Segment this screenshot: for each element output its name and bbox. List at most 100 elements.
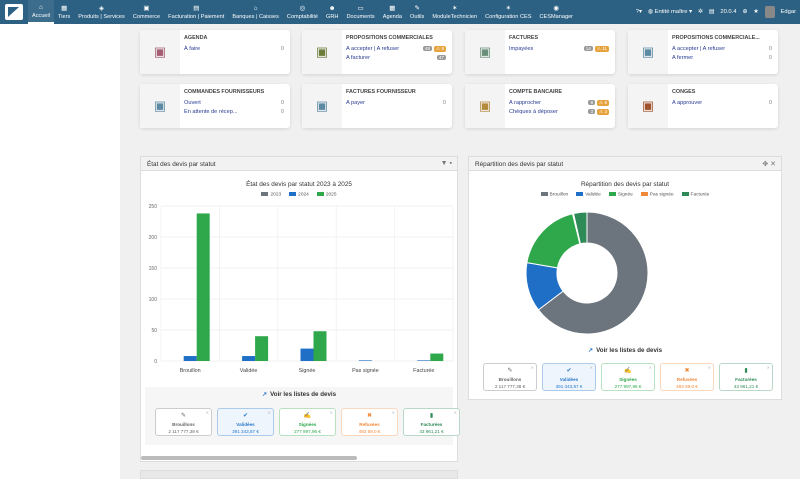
- menu-item-tiers[interactable]: ▦ Tiers: [54, 0, 74, 24]
- card-close-icon[interactable]: ✕: [205, 410, 209, 415]
- legend-label: Signée: [617, 192, 633, 198]
- menu-item-outils[interactable]: ✎ Outils: [406, 0, 428, 24]
- box-title: FACTURES FOURNISSEUR: [346, 89, 416, 95]
- status-card-brouillons[interactable]: ✕ ✎ Brouillons 2 117 777,38 €: [155, 408, 212, 436]
- bar-2024-validée[interactable]: [242, 356, 256, 361]
- bar-2024-signée[interactable]: [300, 348, 314, 361]
- voir-listes-link[interactable]: ↗ Voir les listes de devis: [145, 391, 453, 398]
- box-link[interactable]: A rapprocher 8 ⚠ 8: [509, 98, 609, 107]
- help-icon[interactable]: ?▾: [635, 9, 642, 15]
- chart-legend: 2023 2024 2025: [141, 192, 457, 197]
- menu-item-comptabilit-[interactable]: ◎ Comptabilité: [283, 0, 322, 24]
- home-logo[interactable]: [0, 0, 28, 24]
- search-dollar-icon: ◎: [299, 4, 306, 12]
- x-tick-label: Facturée: [413, 368, 434, 374]
- legend-item[interactable]: 2023: [261, 192, 281, 197]
- bar-2025-facturée[interactable]: [430, 353, 444, 361]
- legend-label: Pas signée: [649, 192, 674, 198]
- box-link[interactable]: A fermer 0: [672, 53, 772, 62]
- menu-item-agenda[interactable]: ▦ Agenda: [379, 0, 406, 24]
- slice-facturée[interactable]: [572, 211, 588, 245]
- card-close-icon[interactable]: ✕: [453, 410, 457, 415]
- card-status-icon: ✖: [366, 413, 373, 419]
- bookmark-star-icon[interactable]: ★: [753, 9, 759, 15]
- box-count: 14 ⚠ 11: [582, 45, 609, 52]
- menu-item-produits-services[interactable]: ◈ Produits | Services: [74, 0, 129, 24]
- legend-item[interactable]: Pas signée: [640, 192, 674, 198]
- box-link[interactable]: A payer 0: [346, 98, 446, 107]
- menu-item-grh[interactable]: ☻ GRH: [322, 0, 342, 24]
- panel-close-icon[interactable]: ✥ ✕: [762, 161, 776, 168]
- bar-2025-signée[interactable]: [313, 331, 327, 361]
- box-link[interactable]: Impayées 14 ⚠ 11: [509, 44, 609, 53]
- print-icon[interactable]: ▤: [708, 9, 715, 15]
- count-badge: 3: [588, 108, 596, 114]
- voir-listes-link[interactable]: ↗ Voir les listes de devis: [469, 347, 781, 354]
- menu-item-facturation-paiement[interactable]: ▤ Facturation | Paiement: [164, 0, 228, 24]
- card-close-icon[interactable]: ✕: [766, 365, 770, 370]
- legend-item[interactable]: 2024: [289, 192, 309, 197]
- menu-item-commerce[interactable]: ▣ Commerce: [129, 0, 164, 24]
- external-link-icon: ↗: [587, 347, 594, 354]
- legend-item[interactable]: Signée: [608, 192, 633, 198]
- money-icon: ▤: [193, 4, 200, 12]
- info-box: ▣ PROPOSITIONS COMMERCIALE... A accepter |…: [628, 30, 778, 74]
- bar-2024-brouillon[interactable]: [183, 356, 197, 361]
- card-close-icon[interactable]: ✕: [530, 365, 534, 370]
- box-link[interactable]: A approuver 0: [672, 98, 772, 107]
- status-card-signées[interactable]: ✕ ✍ Signées 277 997,96 €: [279, 408, 336, 436]
- menu-item-moduletechnicien[interactable]: ✶ ModuleTechnicien: [428, 0, 481, 24]
- status-card-validées[interactable]: ✕ ✔ Validées 391 343,87 €: [217, 408, 274, 436]
- status-card-validées[interactable]: ✕ ✔ Validées 391 343,87 €: [542, 363, 596, 391]
- legend-item[interactable]: 2025: [316, 192, 337, 197]
- status-card-facturées[interactable]: ✕ ▮ Facturées 43 961,21 €: [719, 363, 773, 391]
- user-name[interactable]: Edgar: [780, 9, 796, 15]
- menu-item-configuration-ces[interactable]: ✶ Configuration CES: [481, 0, 535, 24]
- status-card-signées[interactable]: ✕ ✍ Signées 277 997,96 €: [601, 363, 655, 391]
- slice-signée[interactable]: [526, 213, 581, 269]
- info-box: ▣ COMMANDES FOURNISSEURS Ouvert 0 En attente…: [140, 84, 290, 128]
- avatar[interactable]: [764, 6, 775, 18]
- menu-item-accueil[interactable]: ⌂ Accueil: [28, 0, 55, 24]
- info-box: ▣ AGENDA À faire 0: [140, 30, 290, 74]
- bug-icon[interactable]: ✲: [698, 9, 703, 15]
- entity-selector[interactable]: ◍ Entité maître ▾: [647, 9, 692, 15]
- box-link[interactable]: Chèques à déposer 3 ⚠ 3: [509, 107, 609, 116]
- bar-2025-brouillon[interactable]: [196, 213, 210, 361]
- horizontal-scrollbar[interactable]: [141, 456, 357, 460]
- bar-2024-facturée[interactable]: [417, 360, 431, 361]
- menu-item-banques-caisses[interactable]: ⌂ Banques | Caisses: [228, 0, 283, 24]
- slice-brouillon[interactable]: [537, 211, 649, 335]
- card-value: 391 343,87 €: [555, 384, 583, 389]
- status-card-facturées[interactable]: ✕ ▮ Facturées 43 961,21 €: [403, 408, 460, 436]
- status-card-refusées[interactable]: ✕ ✖ Refusées 483 69,0 €: [660, 363, 714, 391]
- bar-2024-pas-signée[interactable]: [358, 360, 372, 361]
- add-icon[interactable]: ⊕: [742, 9, 748, 15]
- box-link[interactable]: A facturer 47: [346, 53, 446, 62]
- menu-item-label: Tiers: [58, 13, 71, 20]
- card-close-icon[interactable]: ✕: [329, 410, 333, 415]
- status-card-refusées[interactable]: ✕ ✖ Refusées 483 69,0 €: [341, 408, 398, 436]
- box-link[interactable]: En attente de récep... 0: [184, 107, 284, 116]
- card-close-icon[interactable]: ✕: [391, 410, 395, 415]
- card-close-icon[interactable]: ✕: [648, 365, 652, 370]
- card-close-icon[interactable]: ✕: [589, 365, 593, 370]
- box-link[interactable]: A accepter | A refuser 0: [672, 44, 772, 53]
- legend-item[interactable]: Brouillon: [540, 192, 568, 197]
- box-link[interactable]: A accepter | A refuser 48 ⚠ 8: [346, 44, 446, 53]
- card-close-icon[interactable]: ✕: [267, 410, 271, 415]
- legend-swatch: [261, 192, 269, 196]
- box-link[interactable]: Ouvert 0: [184, 98, 284, 107]
- home-icon: ⌂: [39, 3, 43, 11]
- version-label: 20.0.4: [720, 9, 737, 15]
- x-tick-label: Validée: [240, 368, 258, 374]
- filter-icon[interactable]: ▼ ▪: [440, 160, 452, 167]
- card-close-icon[interactable]: ✕: [707, 365, 711, 370]
- box-link[interactable]: À faire 0: [184, 44, 284, 53]
- legend-item[interactable]: Validée: [576, 192, 601, 197]
- menu-item-cesmanager[interactable]: ◉ CESManager: [535, 0, 577, 24]
- status-card-brouillons[interactable]: ✕ ✎ Brouillons 2 117 777,38 €: [483, 363, 537, 391]
- legend-item[interactable]: Facturée: [681, 192, 709, 197]
- bar-2025-validée[interactable]: [255, 336, 269, 361]
- menu-item-documents[interactable]: ▭ Documents: [342, 0, 378, 24]
